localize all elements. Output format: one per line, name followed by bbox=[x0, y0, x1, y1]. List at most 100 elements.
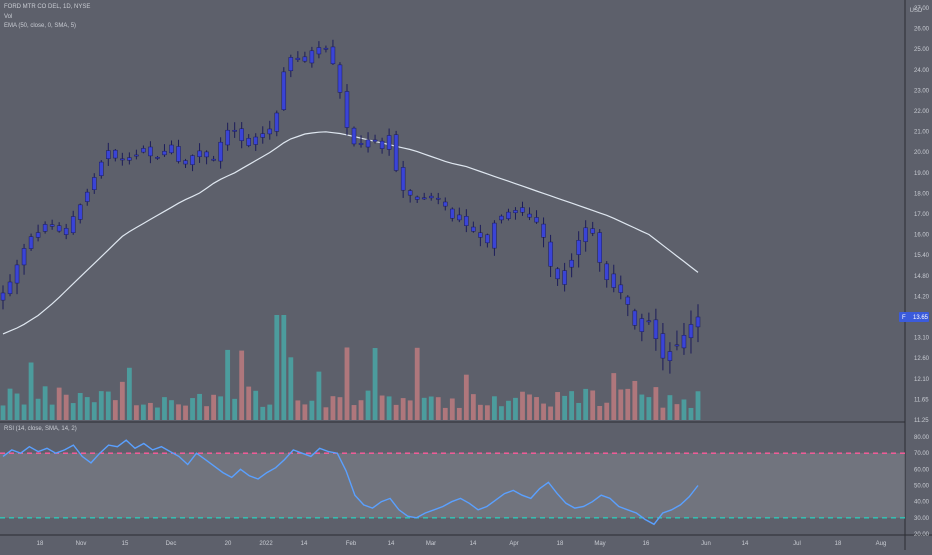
candle-body bbox=[548, 241, 553, 267]
volume-bar bbox=[35, 398, 41, 420]
candle-body bbox=[260, 133, 265, 138]
candle-body bbox=[120, 158, 125, 161]
volume-bar bbox=[49, 404, 55, 420]
volume-bar bbox=[407, 400, 413, 420]
volume-bar bbox=[63, 394, 69, 420]
candle-body bbox=[667, 351, 673, 361]
candle-body bbox=[49, 224, 55, 227]
candle-body bbox=[70, 216, 76, 233]
rsi-tick-label: 20.00 bbox=[914, 532, 930, 538]
candle-body bbox=[471, 226, 476, 232]
volume-bar bbox=[534, 397, 539, 420]
volume-bar bbox=[674, 404, 680, 420]
volume-bar bbox=[639, 394, 645, 420]
volume-bar bbox=[218, 396, 224, 420]
candle-body bbox=[372, 139, 378, 142]
volume-bar bbox=[239, 350, 245, 420]
candle-body bbox=[84, 191, 90, 202]
volume-bar bbox=[330, 396, 336, 420]
time-tick-label: 14 bbox=[301, 541, 308, 547]
volume-bar bbox=[695, 391, 701, 420]
candle-body bbox=[309, 50, 315, 64]
candle-body bbox=[464, 216, 469, 226]
price-tick-label: 21.00 bbox=[914, 130, 930, 136]
candle-body bbox=[457, 214, 462, 221]
price-badge-symbol: F bbox=[902, 315, 906, 321]
volume-bar bbox=[372, 348, 378, 420]
volume-bar bbox=[351, 405, 357, 420]
volume-bar bbox=[148, 402, 153, 420]
candle-body bbox=[527, 213, 532, 218]
volume-bar bbox=[541, 403, 546, 420]
volume-bar bbox=[513, 397, 518, 420]
volume-bar bbox=[562, 395, 568, 420]
volume-bar bbox=[646, 397, 652, 420]
candle-body bbox=[63, 228, 69, 235]
volume-bar bbox=[344, 347, 350, 420]
candle-body bbox=[541, 223, 546, 238]
volume-bar bbox=[527, 394, 532, 420]
time-tick-label: May bbox=[594, 541, 605, 547]
volume-bar bbox=[463, 374, 469, 420]
price-tick-label: 17.00 bbox=[914, 212, 930, 218]
candle-body bbox=[569, 259, 574, 268]
volume-bar bbox=[393, 404, 399, 420]
candle-body bbox=[485, 234, 490, 244]
candle-body bbox=[513, 210, 518, 214]
rsi-tick-label: 50.00 bbox=[914, 484, 930, 490]
price-tick-label: 15.40 bbox=[914, 253, 930, 259]
volume-bar bbox=[414, 347, 420, 420]
price-tick-label: 12.10 bbox=[914, 377, 930, 383]
rsi-legend: RSI (14, close, SMA, 14, 2) bbox=[4, 426, 77, 432]
volume-bar bbox=[190, 398, 195, 420]
volume-bar bbox=[506, 400, 511, 420]
volume-bar bbox=[295, 400, 301, 420]
volume-bar bbox=[400, 398, 406, 420]
volume-bar bbox=[449, 398, 455, 420]
ema-line bbox=[2, 131, 699, 335]
time-axis: 18 Nov 15 Dec 20 2022 14 Feb 14 Mar 14 Apr 18 May 16 Ju… bbox=[37, 541, 887, 547]
price-tick-label: 12.60 bbox=[914, 356, 930, 362]
candle-body bbox=[99, 161, 104, 176]
volume-bar bbox=[21, 404, 27, 420]
candle-body bbox=[28, 236, 34, 249]
time-tick-label: Jul bbox=[793, 541, 801, 547]
time-tick-label: 18 bbox=[835, 541, 842, 547]
volume-bar bbox=[660, 407, 666, 420]
volume-bar bbox=[42, 386, 48, 420]
candle-body bbox=[499, 215, 504, 221]
candle-body bbox=[688, 324, 694, 339]
time-tick-label: Nov bbox=[76, 541, 87, 547]
candle-body bbox=[358, 143, 364, 145]
candle-body bbox=[407, 190, 413, 196]
price-tick-label: 14.80 bbox=[914, 274, 930, 280]
candle-body bbox=[386, 135, 392, 150]
volume-bar bbox=[260, 406, 266, 420]
candle-body bbox=[604, 263, 609, 280]
rsi-band-fill bbox=[0, 453, 905, 518]
volume-bar bbox=[337, 397, 343, 420]
candle-body bbox=[365, 139, 371, 148]
price-tick-label: 23.00 bbox=[914, 88, 930, 94]
candle-body bbox=[597, 232, 602, 263]
candle-body bbox=[7, 281, 13, 294]
volume-bar bbox=[169, 400, 174, 420]
volume-bar bbox=[323, 407, 329, 420]
ema-legend: EMA (50, close, 0, SMA, 5) bbox=[4, 23, 77, 29]
candle-body bbox=[443, 201, 448, 207]
candle-body bbox=[632, 310, 638, 326]
candle-body bbox=[246, 138, 251, 146]
candle-body bbox=[162, 150, 167, 156]
candle-body bbox=[400, 167, 406, 191]
volume-bar bbox=[428, 396, 434, 420]
candle-body bbox=[35, 232, 41, 238]
volume-bar bbox=[141, 404, 146, 420]
candle-body bbox=[253, 136, 258, 145]
time-tick-label: 14 bbox=[388, 541, 395, 547]
volume-bar bbox=[470, 394, 476, 420]
rsi-tick-label: 30.00 bbox=[914, 516, 930, 522]
volume-bar bbox=[520, 391, 525, 420]
candle-body bbox=[21, 248, 27, 266]
